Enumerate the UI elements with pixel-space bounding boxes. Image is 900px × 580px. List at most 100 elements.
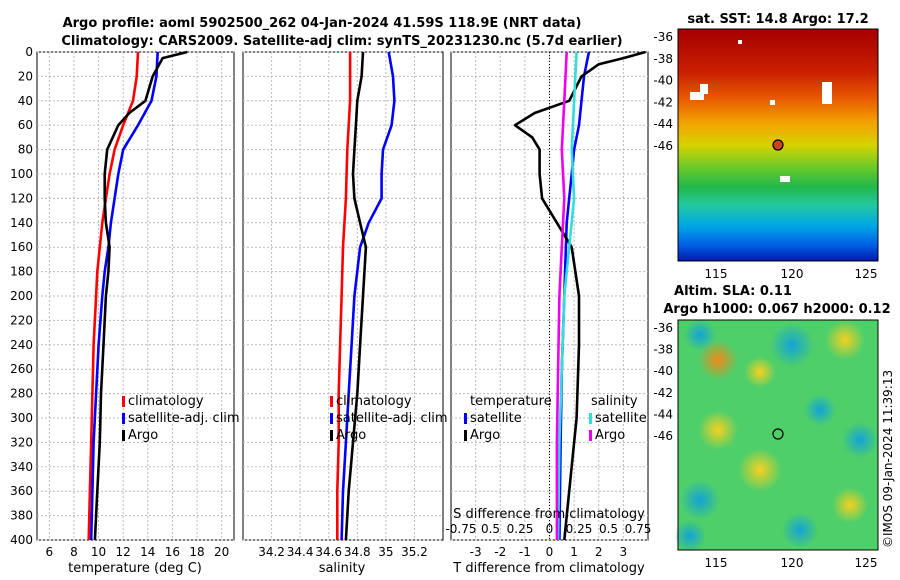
- sst-map-title: sat. SST: 14.8 Argo: 17.2: [687, 12, 868, 27]
- series-line-temperature-argo: [513, 50, 646, 541]
- series-line-salinity-argo: [555, 51, 568, 540]
- x-tick-label: 34.4: [287, 545, 314, 559]
- s-difference-ticks: -0.75 0.5 0.25 0 0.25 0.5 0.75: [445, 522, 651, 536]
- x-tick-label: 34.6: [315, 545, 342, 559]
- temperature-xlabel: temperature (deg C): [68, 561, 202, 576]
- legend-swatch-t-argo: [464, 430, 467, 441]
- sst-missing-patches: [690, 40, 832, 182]
- s-diff-tick-label: 0.25: [566, 522, 593, 536]
- map-lon-tick: 125: [855, 267, 878, 281]
- x-tick-label: 14: [140, 545, 155, 559]
- s-diff-tick-label: 0.75: [625, 522, 652, 536]
- sla-eddies: [674, 319, 878, 552]
- map-lat-tick: -38: [653, 343, 673, 357]
- x-tick-label: -2: [494, 545, 506, 559]
- legend-swatch-climatology: [122, 396, 125, 407]
- series-line-satellite-adj-clim: [89, 51, 159, 541]
- depth-tick-label: 160: [10, 240, 33, 254]
- depth-tick-label: 180: [10, 265, 33, 279]
- map-lat-tick: -46: [653, 139, 673, 153]
- s-difference-label: S difference from climatology: [453, 507, 645, 522]
- map-lat-tick: -42: [653, 386, 673, 400]
- series-line-climatology: [335, 52, 352, 540]
- depth-tick-label: 280: [10, 387, 33, 401]
- depth-tick-label: 340: [10, 460, 33, 474]
- legend-t-satellite: satellite: [470, 411, 522, 426]
- salinity-legend: climatology satellite-adj. clim Argo: [330, 394, 448, 443]
- legend-swatch-satellite: [330, 413, 333, 424]
- sst-map: sat. SST: 14.8 Argo: 17.2: [653, 12, 879, 281]
- depth-tick-label: 100: [10, 167, 33, 181]
- legend-swatch-argo: [122, 430, 125, 441]
- s-diff-tick-label: 0: [546, 522, 554, 536]
- imos-credit: ©IMOS 09-Jan-2024 11:39:13: [881, 370, 895, 548]
- title-line-2: Climatology: CARS2009. Satellite-adj cli…: [61, 34, 622, 49]
- salinity-panel: 34.2 34.4 34.6 34.8 35 35.2 salinity climatol…: [242, 51, 448, 576]
- x-tick-label: 3: [620, 545, 628, 559]
- series-line-salinity-satellite: [556, 51, 578, 541]
- legend-satellite: satellite-adj. clim: [128, 411, 240, 426]
- depth-tick-label: 300: [10, 411, 33, 425]
- sst-argo-marker: [772, 139, 784, 151]
- map-lat-tick: -42: [653, 95, 673, 109]
- legend-swatch-s-argo: [589, 430, 592, 441]
- map-lat-tick: -36: [653, 321, 673, 335]
- depth-tick-label: 140: [10, 216, 33, 230]
- salinity-xlabel: salinity: [319, 561, 366, 576]
- x-tick-label: 2: [595, 545, 603, 559]
- depth-tick-label: 0: [25, 45, 33, 59]
- x-tick-label: -3: [470, 545, 482, 559]
- legend-temperature-title: temperature: [470, 394, 552, 409]
- map-lon-tick: 120: [781, 267, 804, 281]
- depth-tick-label: 380: [10, 509, 33, 523]
- s-diff-tick-label: 0.5: [481, 522, 500, 536]
- title-line-1: Argo profile: aoml 5902500_262 04-Jan-20…: [63, 16, 582, 31]
- depth-tick-label: 80: [18, 143, 33, 157]
- map-lon-tick: 125: [855, 556, 878, 570]
- x-tick-label: 12: [116, 545, 131, 559]
- depth-tick-label: 120: [10, 191, 33, 205]
- map-lon-tick: 115: [705, 267, 728, 281]
- series-line-argo: [93, 50, 188, 541]
- depth-tick-label: 360: [10, 484, 33, 498]
- map-lat-tick: -46: [653, 429, 673, 443]
- legend-swatch-t-satellite: [464, 413, 467, 424]
- map-lat-tick: -36: [653, 30, 673, 44]
- legend-climatology: climatology: [128, 394, 204, 409]
- x-tick-label: 0: [546, 545, 554, 559]
- x-tick-label: 6: [45, 545, 53, 559]
- x-tick-label: 34.8: [344, 545, 371, 559]
- sla-map-frame: [677, 319, 879, 551]
- legend-argo: Argo: [336, 428, 366, 443]
- sla-map-title-1: Altim. SLA: 0.11: [674, 284, 792, 299]
- difference-panel: -3 -2 -1 0 1 2 3 T difference from climatology…: [445, 50, 651, 576]
- legend-climatology: climatology: [336, 394, 412, 409]
- legend-swatch-argo: [330, 430, 333, 441]
- map-lat-tick: -40: [653, 364, 673, 378]
- sla-argo-marker: [772, 428, 784, 440]
- x-tick-label: 10: [91, 545, 106, 559]
- temperature-panel: 0 20 40 60 80 100 120 140 160 180 200 220 240 260 280 3…: [10, 45, 240, 576]
- series-line-satellite-adj-clim: [340, 51, 396, 541]
- sla-map: Altim. SLA: 0.11 Argo h1000: 0.067 h2000…: [653, 284, 890, 570]
- x-tick-label: 16: [165, 545, 180, 559]
- map-lat-tick: -40: [653, 74, 673, 88]
- sst-map-frame: [677, 28, 879, 262]
- legend-s-argo: Argo: [595, 428, 625, 443]
- map-lat-tick: -44: [653, 407, 673, 421]
- s-diff-tick-label: -0.75: [445, 522, 476, 536]
- depth-tick-label: 320: [10, 435, 33, 449]
- depth-tick-label: 60: [18, 118, 33, 132]
- s-diff-tick-label: 0.25: [507, 522, 534, 536]
- depth-tick-label: 260: [10, 362, 33, 376]
- legend-t-argo: Argo: [470, 428, 500, 443]
- map-lon-tick: 115: [705, 556, 728, 570]
- depth-tick-label: 240: [10, 338, 33, 352]
- legend-argo: Argo: [128, 428, 158, 443]
- legend-s-satellite: satellite: [595, 411, 647, 426]
- x-tick-label: -1: [519, 545, 531, 559]
- legend-salinity-title: salinity: [591, 394, 638, 409]
- depth-tick-label: 400: [10, 533, 33, 547]
- depth-tick-label: 220: [10, 313, 33, 327]
